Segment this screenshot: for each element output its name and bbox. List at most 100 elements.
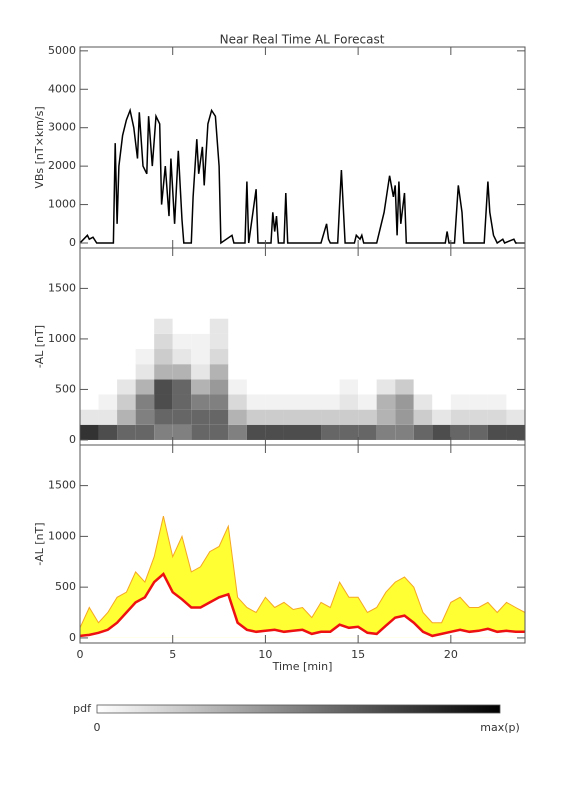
heat-cell: [450, 394, 470, 410]
heat-cell: [413, 364, 433, 380]
heat-cell: [135, 379, 155, 395]
heat-cell: [321, 333, 340, 350]
heat-cell: [339, 424, 359, 440]
axes-frame: [79, 46, 526, 249]
heat-cell: [413, 424, 433, 440]
heat-cell: [209, 424, 229, 440]
heat-cell: [209, 379, 229, 395]
heat-cell: [358, 409, 377, 425]
heat-cell: [135, 424, 155, 440]
line: [80, 515, 525, 629]
heat-cell: [395, 409, 414, 425]
heat-cell: [265, 394, 284, 410]
heat-cell: [98, 364, 118, 380]
heat-cell: [98, 349, 118, 365]
y-tick-label: 0: [69, 433, 76, 446]
y-tick-label: 1000: [48, 332, 76, 345]
heat-cell: [80, 318, 99, 334]
line: [80, 571, 525, 638]
heat-cell: [358, 349, 377, 365]
heat-cell: [172, 379, 192, 395]
heat-cell: [413, 394, 433, 410]
heat-cell: [321, 409, 340, 425]
heat-cell: [376, 349, 396, 365]
heat-cell: [265, 333, 284, 350]
heat-cell: [191, 349, 210, 365]
heat-cell: [469, 318, 488, 334]
heat-cell: [302, 409, 322, 425]
heat-cell: [246, 424, 266, 440]
heat-cell: [246, 318, 266, 334]
heat-cell: [358, 379, 377, 395]
heat-cell: [395, 349, 414, 365]
heat-cell: [487, 409, 507, 425]
line: [80, 107, 525, 245]
heat-cell: [506, 364, 525, 380]
heat-cell: [265, 349, 284, 365]
heat-cell: [209, 349, 229, 365]
heat-cell: [228, 424, 247, 440]
heat-cell: [283, 394, 303, 410]
heat-cell: [302, 424, 322, 440]
heat-cell: [358, 424, 377, 440]
x-tick-label: 0: [77, 648, 84, 661]
heat-cell: [228, 349, 247, 365]
heat-cell: [209, 333, 229, 350]
y-tick-label: 0: [69, 236, 76, 249]
heat-cell: [154, 379, 173, 395]
heat-cell: [191, 424, 210, 440]
y-tick-label: 1500: [48, 479, 76, 492]
heat-cell: [135, 349, 155, 365]
heat-cell: [228, 394, 247, 410]
heat-cell: [376, 409, 396, 425]
heat-cell: [395, 379, 414, 395]
x-tick-label: 20: [444, 648, 458, 661]
heat-cell: [432, 318, 451, 334]
heat-cell: [432, 349, 451, 365]
colorbar: [96, 704, 501, 714]
plot-area: [80, 318, 525, 440]
heat-cell: [117, 318, 136, 334]
heat-cell: [469, 349, 488, 365]
heat-cell: [358, 394, 377, 410]
heat-cell: [432, 333, 451, 350]
colorbar-min: 0: [94, 721, 101, 734]
heat-cell: [376, 333, 396, 350]
y-tick-label: 5000: [48, 44, 76, 57]
heat-cell: [80, 409, 99, 425]
heat-cell: [172, 318, 192, 334]
heat-cell: [154, 318, 173, 334]
heat-cell: [321, 318, 340, 334]
heat-cell: [80, 394, 99, 410]
area: [80, 574, 525, 638]
heat-cell: [135, 318, 155, 334]
heat-cell: [321, 364, 340, 380]
heat-cell: [98, 333, 118, 350]
heat-cell: [172, 424, 192, 440]
heat-cell: [135, 364, 155, 380]
heat-cell: [487, 318, 507, 334]
x-axis-label: Time [min]: [272, 660, 333, 673]
heat-cell: [80, 349, 99, 365]
heat-cell: [506, 379, 525, 395]
heat-cell: [413, 333, 433, 350]
heat-cell: [487, 333, 507, 350]
heat-cell: [469, 333, 488, 350]
heat-cell: [246, 349, 266, 365]
heat-cell: [506, 409, 525, 425]
heat-cell: [172, 349, 192, 365]
heat-cell: [154, 394, 173, 410]
y-tick-label: 1000: [48, 529, 76, 542]
heat-cell: [135, 409, 155, 425]
heat-cell: [321, 379, 340, 395]
plot-area: [80, 107, 525, 245]
x-tick-label: 15: [351, 648, 365, 661]
heat-cell: [117, 409, 136, 425]
heat-cell: [209, 364, 229, 380]
heat-cell: [98, 394, 118, 410]
heat-cell: [283, 409, 303, 425]
chart-title: Near Real Time AL Forecast: [220, 33, 385, 47]
heat-cell: [487, 424, 507, 440]
heat-cell: [395, 394, 414, 410]
